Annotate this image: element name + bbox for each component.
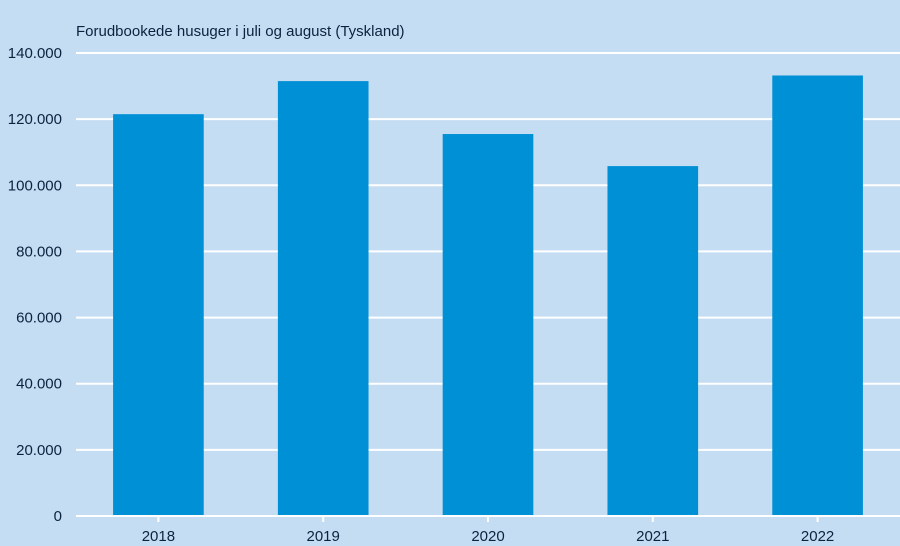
- y-tick-label: 140.000: [8, 45, 62, 62]
- x-axis: [76, 515, 900, 522]
- bar-2019: [277, 81, 369, 516]
- y-axis-label: Forudbookede husuger i juli og august (T…: [76, 23, 405, 40]
- bar-2018: [113, 114, 204, 517]
- x-tick-labels: 2018 2019 2020 2021 2022: [142, 528, 835, 545]
- bars: [113, 75, 863, 517]
- x-tick-label: 2020: [471, 528, 504, 545]
- y-tick-label: 40.000: [16, 376, 62, 393]
- x-tick-label: 2018: [142, 528, 175, 545]
- y-tick-label: 60.000: [16, 310, 62, 327]
- y-tick-label: 0: [54, 508, 62, 525]
- x-tick-label: 2019: [307, 528, 340, 545]
- bar-2021: [607, 166, 699, 516]
- y-tick-labels: 0 20.000 40.000 60.000 80.000 100.000 120.000 1…: [8, 45, 62, 525]
- y-tick-label: 100.000: [8, 177, 62, 194]
- bar-2022: [772, 75, 863, 516]
- x-tick-label: 2021: [636, 528, 669, 545]
- y-tick-label: 20.000: [16, 442, 62, 459]
- bar-2020: [442, 134, 534, 516]
- y-tick-label: 120.000: [8, 111, 62, 128]
- y-tick-label: 80.000: [16, 243, 62, 260]
- x-tick-label: 2022: [801, 528, 834, 545]
